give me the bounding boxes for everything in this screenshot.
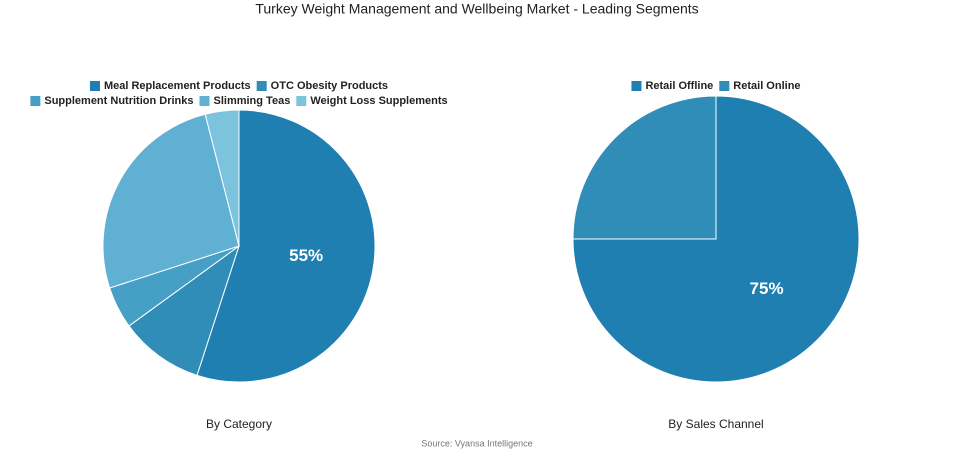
legend-item: Weight Loss Supplements: [296, 95, 448, 107]
source: Source: Vyansa Intelligence: [421, 438, 532, 448]
data-label: 75%: [750, 279, 784, 298]
legend-label: Supplement Nutrition Drinks: [44, 95, 193, 107]
legend-label: Slimming Teas: [213, 95, 290, 107]
chart-title: By Category: [206, 417, 272, 431]
legend-swatch: [199, 96, 210, 106]
legend-label: Weight Loss Supplements: [310, 95, 447, 107]
legend-item: Supplement Nutrition Drinks: [30, 95, 193, 107]
pie-slice: [572, 95, 860, 383]
page-title: Turkey Weight Management and Wellbeing M…: [255, 1, 698, 17]
legend-item: Retail Offline: [631, 80, 713, 92]
chart-title: By Sales Channel: [668, 417, 763, 431]
legend-swatch: [719, 81, 730, 91]
data-label: 55%: [289, 246, 323, 265]
legend-label: Retail Online: [733, 80, 800, 92]
legend-item: Slimming Teas: [199, 95, 290, 107]
legend-swatch: [89, 81, 100, 91]
legend-label: Meal Replacement Products: [104, 80, 251, 92]
legend-item: OTC Obesity Products: [256, 80, 388, 92]
legend-swatch: [30, 96, 41, 106]
pie-slice: [196, 109, 376, 383]
legend-swatch: [631, 81, 642, 91]
legend-swatch: [296, 96, 307, 106]
pie-slice: [204, 109, 240, 247]
legend-item: Meal Replacement Products: [89, 80, 251, 92]
pie-slice: [572, 95, 717, 240]
pie-slice: [102, 113, 240, 289]
pie-slice: [128, 244, 240, 376]
legend-label: OTC Obesity Products: [271, 80, 388, 92]
legend-item: Retail Online: [719, 80, 801, 92]
legend-swatch: [256, 81, 267, 91]
legend-label: Retail Offline: [645, 80, 713, 92]
